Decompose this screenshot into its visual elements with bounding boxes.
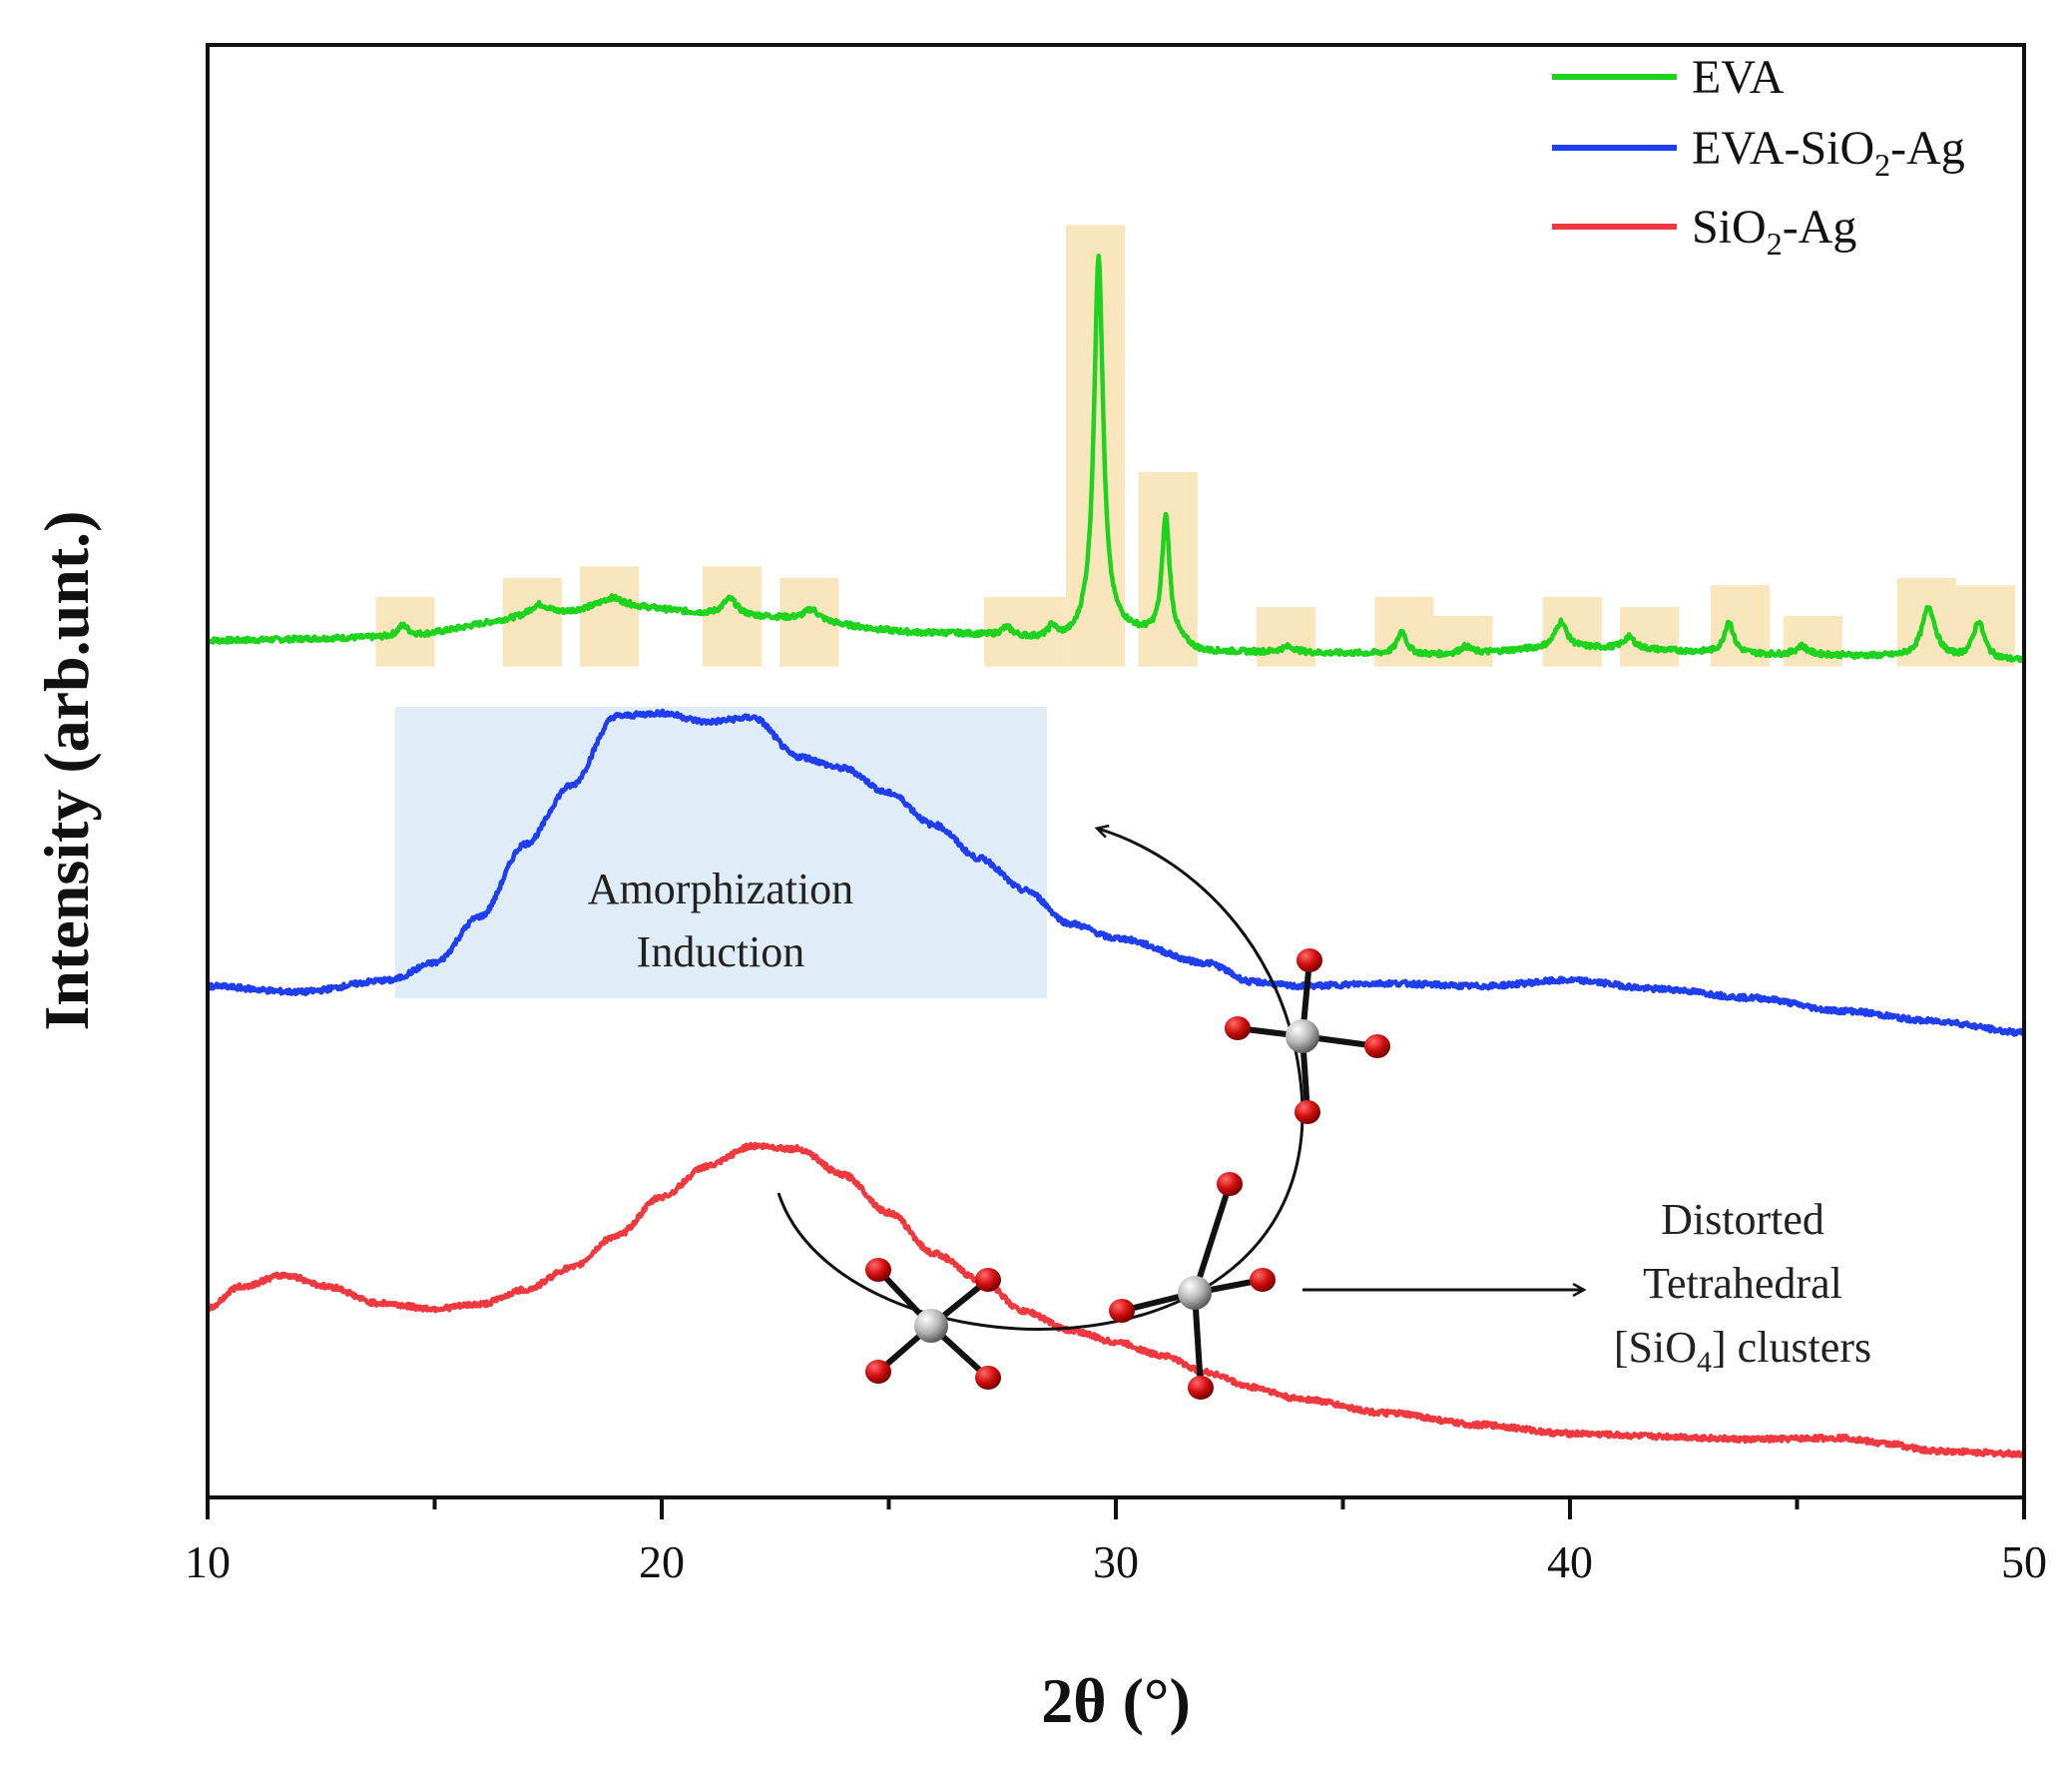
- series-line-eva-sio2-ag: [206, 708, 2026, 1037]
- silicon-atom: [1286, 1019, 1319, 1053]
- series-lines: [206, 254, 2027, 1459]
- oxygen-atom: [1296, 948, 1322, 972]
- peak-highlight-box: [1783, 615, 1842, 667]
- oxygen-atom: [1364, 1034, 1390, 1058]
- sio4-cluster-2: [1109, 1172, 1276, 1400]
- y-axis-title: Intensity (arb.unt.): [31, 511, 102, 1031]
- x-axis-title: 2θ (°): [1041, 1665, 1191, 1736]
- oxygen-atom: [1109, 1299, 1135, 1323]
- oxygen-atom: [975, 1268, 1001, 1292]
- peak-highlight-box: [1542, 596, 1602, 667]
- legend-label-eva: EVA: [1692, 51, 1785, 104]
- legend-label-eva-sio2-ag: EVA-SiO2-Ag: [1692, 122, 1965, 183]
- oxygen-atom: [1295, 1100, 1320, 1124]
- x-tick-label: 10: [185, 1536, 231, 1587]
- x-tick-label: 50: [2001, 1536, 2047, 1587]
- peak-highlight-box: [580, 566, 640, 667]
- sio4-cluster-3: [865, 1258, 1001, 1390]
- legend-label-sio2-ag: SiO2-Ag: [1692, 201, 1856, 262]
- oxygen-atom: [1188, 1376, 1214, 1400]
- annotation-distorted: Distorted: [1661, 1195, 1824, 1244]
- x-tick-label: 30: [1093, 1536, 1139, 1587]
- series-line-sio2-ag: [206, 1141, 2027, 1459]
- curved-arrow: [777, 829, 1304, 1331]
- x-axis-ticks: 10 20 30 40 50: [185, 1497, 2047, 1587]
- legend: EVA EVA-SiO2-Ag SiO2-Ag: [1552, 51, 1965, 262]
- oxygen-atom: [865, 1258, 891, 1282]
- amorphization-region: [395, 707, 1047, 998]
- peak-highlight-box: [502, 577, 562, 667]
- peak-highlight-box: [1433, 615, 1493, 667]
- annotation-tetrahedral: Tetrahedral: [1643, 1259, 1842, 1308]
- oxygen-atom: [1225, 1016, 1251, 1040]
- x-tick-label: 40: [1547, 1536, 1593, 1587]
- annotation-amorphization: Amorphization: [588, 865, 853, 913]
- annotation-induction: Induction: [637, 927, 805, 976]
- oxygen-atom: [975, 1366, 1001, 1390]
- peak-highlight-box: [1257, 607, 1316, 667]
- series-line-eva: [206, 254, 2027, 664]
- silicon-atom: [1178, 1276, 1212, 1310]
- oxygen-atom: [1250, 1268, 1276, 1292]
- x-tick-label: 20: [639, 1536, 685, 1587]
- oxygen-atom: [1217, 1172, 1243, 1196]
- annotation-sio4-clusters: [SiO4] clusters: [1614, 1323, 1871, 1379]
- silicon-atom: [914, 1309, 948, 1343]
- peak-highlights: [375, 225, 2015, 667]
- sio4-cluster-1: [1225, 948, 1390, 1124]
- oxygen-atom: [865, 1360, 891, 1384]
